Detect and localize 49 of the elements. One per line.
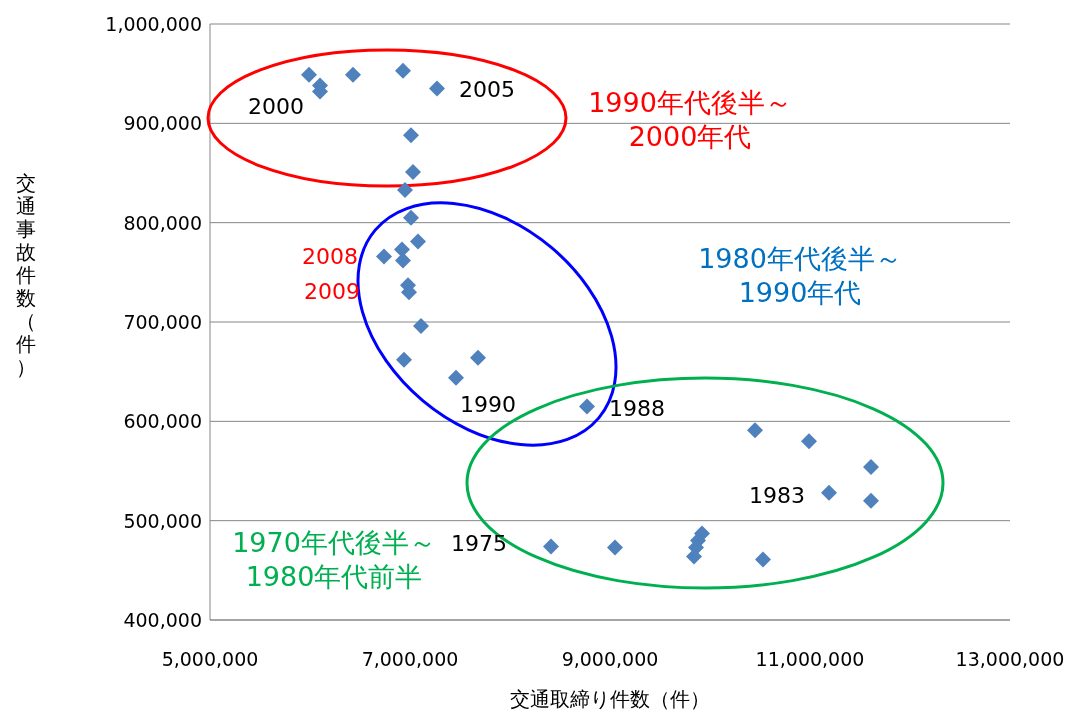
annotation: 1990年代後半～ 2000年代 — [588, 87, 792, 152]
point — [801, 433, 817, 450]
point — [543, 538, 559, 555]
point — [345, 66, 361, 83]
point — [448, 369, 464, 386]
x-tick-label: 7,000,000 — [361, 648, 459, 670]
annotation: 1975 — [451, 531, 507, 557]
y-tick-label: 400,000 — [123, 609, 202, 631]
y-tick-label: 900,000 — [123, 112, 202, 135]
text: 交通事故件数（件） — [16, 171, 36, 379]
annotation: 2000 — [248, 93, 304, 119]
annotation: 2008 — [302, 244, 358, 270]
point — [579, 398, 595, 415]
annotation: 1988 — [609, 396, 665, 422]
x-tick-label: 13,000,000 — [955, 648, 1065, 670]
point — [301, 66, 317, 83]
y-tick-label: 500,000 — [123, 509, 202, 532]
point — [395, 252, 411, 269]
point — [470, 349, 486, 366]
annotation: 1980年代後半～ 1990年代 — [698, 243, 902, 308]
point — [863, 459, 879, 476]
annotation: 1983 — [749, 482, 805, 508]
point — [410, 233, 426, 250]
annotation: 2005 — [459, 76, 515, 102]
point — [397, 181, 413, 198]
point — [429, 80, 445, 97]
y-tick-label: 700,000 — [123, 311, 202, 333]
point — [863, 492, 879, 509]
point — [395, 62, 411, 79]
x-tick-label: 11,000,000 — [755, 648, 865, 670]
point — [413, 317, 429, 334]
point — [376, 248, 392, 265]
point — [396, 351, 412, 368]
point — [755, 551, 771, 568]
point — [394, 241, 410, 258]
x-tick-label: 5,000,000 — [161, 648, 259, 670]
point — [405, 164, 421, 181]
y-tick-label: 1,000,000 — [105, 13, 202, 35]
annotation: 1970年代後半～ 1980年代前半 — [232, 527, 436, 592]
x-axis-title: 交通取締り件数（件） — [510, 687, 710, 711]
point — [747, 422, 763, 439]
x-tick-label: 9,000,000 — [561, 648, 659, 670]
point — [607, 539, 623, 556]
annotation: 1990 — [460, 391, 516, 417]
point — [403, 127, 419, 144]
y-tick-label: 600,000 — [123, 410, 202, 433]
point — [403, 209, 419, 226]
point — [821, 484, 837, 501]
y-tick-label: 800,000 — [123, 211, 202, 234]
